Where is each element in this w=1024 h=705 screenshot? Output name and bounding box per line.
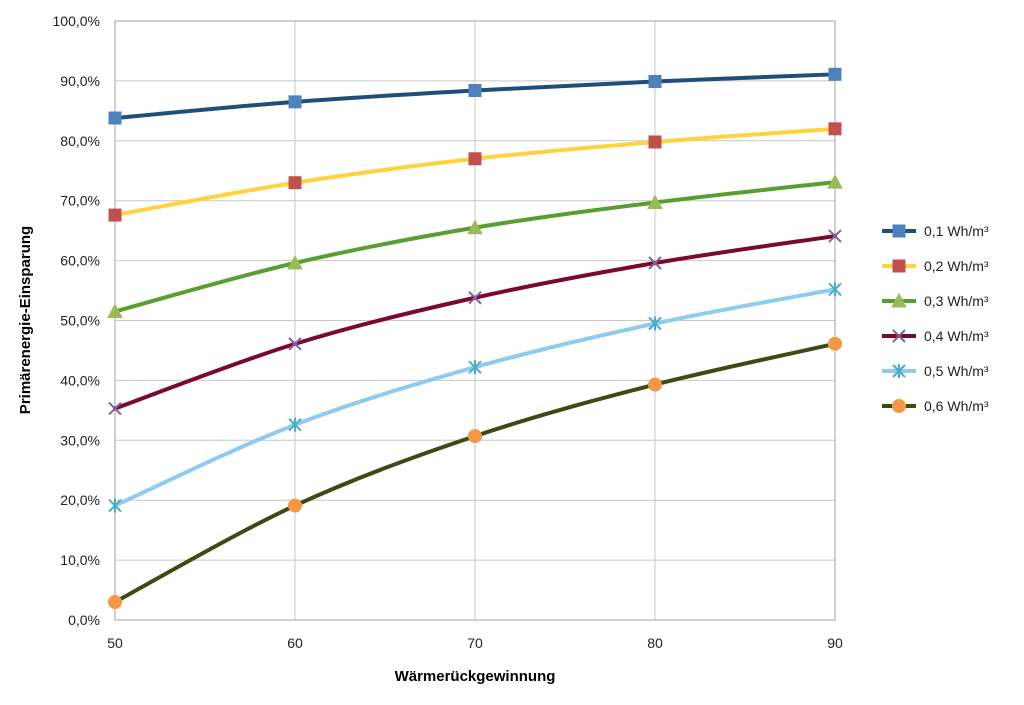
data-point: [288, 95, 302, 109]
data-point: [648, 377, 662, 392]
y-tick-label: 40,0%: [60, 372, 100, 388]
grid-lines: [114, 20, 836, 621]
x-axis-ticks: 50 60 70 80 90: [107, 635, 843, 651]
legend-marker: [892, 329, 906, 343]
x-tick-label: 50: [107, 635, 123, 651]
data-point: [828, 336, 842, 351]
y-tick-label: 70,0%: [60, 193, 100, 209]
legend-label: 0,1 Wh/m³: [924, 223, 989, 239]
legend-label: 0,6 Wh/m³: [924, 398, 989, 414]
data-point: [828, 282, 842, 297]
legend: 0,1 Wh/m³ 0,2 Wh/m³ 0,3 Wh/m³ 0,4 Wh/m³ 0,5 …: [882, 223, 989, 414]
series-5: [108, 282, 842, 513]
data-point: [288, 417, 302, 432]
data-point: [828, 67, 842, 81]
data-point: [468, 360, 482, 375]
data-point: [108, 111, 122, 125]
data-point: [107, 303, 123, 319]
x-axis-title: Wärmerückgewinnung: [395, 668, 556, 685]
data-point: [648, 135, 662, 149]
y-axis-ticks: 0,0% 10,0% 20,0% 30,0% 40,0% 50,0% 60,0% 70,0% 8…: [53, 13, 100, 628]
data-point: [828, 229, 842, 243]
x-tick-label: 90: [827, 635, 843, 651]
data-point: [288, 176, 302, 190]
x-tick-label: 80: [647, 635, 663, 651]
y-tick-label: 50,0%: [60, 313, 100, 329]
legend-item: 0,5 Wh/m³: [882, 363, 989, 379]
legend-label: 0,3 Wh/m³: [924, 293, 989, 309]
legend-marker: [892, 399, 906, 413]
legend-label: 0,4 Wh/m³: [924, 328, 989, 344]
data-point: [108, 498, 122, 513]
data-point: [288, 498, 302, 513]
data-point: [468, 291, 482, 305]
y-tick-label: 0,0%: [68, 612, 100, 628]
legend-label: 0,2 Wh/m³: [924, 258, 989, 274]
legend-marker: [892, 364, 906, 378]
series-4: [108, 229, 842, 416]
y-tick-label: 90,0%: [60, 73, 100, 89]
legend-marker: [892, 224, 906, 238]
data-point: [468, 152, 482, 166]
plot-area: [114, 20, 836, 621]
data-point: [468, 429, 482, 444]
series-1: [108, 67, 842, 125]
legend-item: 0,1 Wh/m³: [882, 223, 989, 239]
legend-marker: [892, 259, 906, 273]
y-tick-label: 100,0%: [53, 13, 100, 29]
legend-item: 0,4 Wh/m³: [882, 328, 989, 344]
y-tick-label: 10,0%: [60, 552, 100, 568]
series-2: [108, 122, 842, 222]
legend-item: 0,3 Wh/m³: [882, 292, 989, 309]
data-point: [647, 194, 663, 209]
data-point: [648, 256, 662, 270]
data-point: [108, 595, 122, 610]
series-6: [108, 336, 842, 610]
series-group: [107, 67, 843, 610]
data-point: [468, 83, 482, 97]
y-tick-label: 20,0%: [60, 492, 100, 508]
x-tick-label: 70: [467, 635, 483, 651]
data-point: [827, 174, 843, 189]
y-axis-title: Primärenergie-Einsparung: [17, 226, 34, 414]
series-3: [107, 174, 843, 319]
x-tick-label: 60: [287, 635, 303, 651]
data-point: [828, 122, 842, 136]
data-point: [288, 337, 302, 351]
data-point: [648, 316, 662, 331]
legend-item: 0,2 Wh/m³: [882, 258, 989, 274]
y-tick-label: 60,0%: [60, 253, 100, 269]
y-tick-label: 30,0%: [60, 432, 100, 448]
legend-item: 0,6 Wh/m³: [882, 398, 989, 414]
legend-marker: [891, 292, 907, 308]
data-point: [467, 219, 483, 235]
data-point: [648, 74, 662, 88]
data-point: [108, 208, 122, 222]
y-tick-label: 80,0%: [60, 133, 100, 149]
data-point: [287, 254, 303, 270]
legend-label: 0,5 Wh/m³: [924, 363, 989, 379]
data-point: [108, 401, 122, 416]
